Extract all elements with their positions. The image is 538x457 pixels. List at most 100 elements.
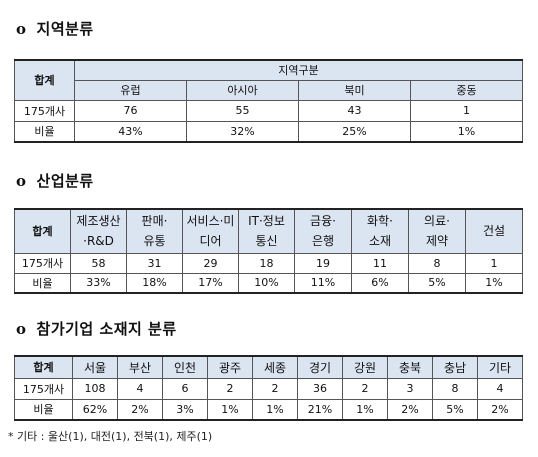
column-header-line: 판매· bbox=[141, 214, 168, 229]
column-header-line: 서비스·미 bbox=[186, 214, 235, 229]
table-cell: 1% bbox=[342, 398, 388, 421]
column-header: 판매· 유통 bbox=[126, 208, 183, 254]
column-header-line: 건설 bbox=[482, 224, 506, 239]
location-table: 합계 서울 부산 인천 광주 세종 경기 강원 충북 충남 기타 175개사 108 4 6 2 2 36 2 3 8… bbox=[14, 355, 523, 421]
column-header: 기타 bbox=[477, 355, 523, 379]
table-cell: 29 bbox=[182, 252, 239, 274]
column-header: 서울 bbox=[72, 355, 118, 379]
total-header: 합계 bbox=[14, 355, 73, 379]
column-header: 중동 bbox=[409, 79, 524, 101]
total-header: 합계 bbox=[14, 208, 71, 254]
table-cell: 32% bbox=[186, 120, 299, 143]
table-cell: 4 bbox=[477, 377, 523, 400]
table-cell: 2% bbox=[477, 398, 523, 421]
column-header: 금융· 은행 bbox=[294, 208, 352, 254]
column-header-line: 소재 bbox=[368, 234, 392, 249]
table-cell: 76 bbox=[74, 99, 187, 122]
bullet-icon: o bbox=[16, 20, 27, 38]
column-header: 부산 bbox=[117, 355, 163, 379]
column-header-line: 디어 bbox=[199, 234, 222, 249]
industry-table: 합계 제조생산 ·R&D 판매· 유통 서비스·미 디어 IT·정보 통신 금융· 은행 화학· 소재 의… bbox=[14, 208, 523, 294]
table-cell: 8 bbox=[408, 252, 466, 274]
table-cell: 31 bbox=[126, 252, 183, 274]
table-cell: 1% bbox=[465, 272, 523, 294]
table-cell: 1% bbox=[409, 120, 524, 143]
table-cell: 62% bbox=[72, 398, 118, 421]
table-cell: 33% bbox=[70, 272, 127, 294]
column-header: 북미 bbox=[298, 79, 411, 101]
column-header-line: 화학· bbox=[367, 214, 393, 229]
column-header-line: ·R&D bbox=[83, 234, 114, 249]
group-header: 지역구분 bbox=[73, 59, 524, 81]
column-header: 충북 bbox=[387, 355, 433, 379]
table-cell: 1% bbox=[252, 398, 298, 421]
table-cell: 8 bbox=[432, 377, 478, 400]
row-label: 175개사 bbox=[14, 252, 71, 274]
column-header-line: 금융· bbox=[310, 214, 336, 229]
column-header: 인천 bbox=[162, 355, 208, 379]
table-cell: 55 bbox=[186, 99, 299, 122]
table-cell: 4 bbox=[117, 377, 163, 400]
table-cell: 6% bbox=[351, 272, 409, 294]
table-cell: 1 bbox=[409, 99, 524, 122]
section-title-industry: o 산업분류 bbox=[16, 172, 94, 190]
column-header: 충남 bbox=[432, 355, 478, 379]
row-label: 비율 bbox=[14, 120, 75, 143]
table-cell: 58 bbox=[70, 252, 127, 274]
table-cell: 2% bbox=[387, 398, 433, 421]
table-cell: 36 bbox=[297, 377, 343, 400]
column-header-line: 통신 bbox=[255, 234, 278, 249]
column-header: 아시아 bbox=[186, 79, 299, 101]
row-label: 비율 bbox=[14, 398, 73, 421]
table-cell: 43 bbox=[298, 99, 411, 122]
table-cell: 2 bbox=[252, 377, 298, 400]
table-cell: 19 bbox=[294, 252, 352, 274]
column-header: 의료· 제약 bbox=[408, 208, 466, 254]
table-cell: 3 bbox=[387, 377, 433, 400]
table-cell: 5% bbox=[408, 272, 466, 294]
table-cell: 18% bbox=[126, 272, 183, 294]
table-cell: 11% bbox=[294, 272, 352, 294]
column-header-line: 제약 bbox=[425, 234, 449, 249]
table-cell: 3% bbox=[162, 398, 208, 421]
section-title-location: o 참가기업 소재지 분류 bbox=[16, 320, 177, 338]
column-header: 세종 bbox=[252, 355, 298, 379]
table-cell: 1 bbox=[465, 252, 523, 274]
table-cell: 108 bbox=[72, 377, 118, 400]
table-cell: 6 bbox=[162, 377, 208, 400]
total-header: 합계 bbox=[14, 59, 75, 101]
column-header: 화학· 소재 bbox=[351, 208, 409, 254]
column-header-line: IT·정보 bbox=[248, 214, 285, 229]
column-header: 광주 bbox=[207, 355, 253, 379]
table-cell: 17% bbox=[182, 272, 239, 294]
column-header: 유럽 bbox=[74, 79, 187, 101]
column-header-line: 제조생산 bbox=[76, 214, 121, 229]
row-label: 175개사 bbox=[14, 377, 73, 400]
column-header: 경기 bbox=[297, 355, 343, 379]
table-cell: 43% bbox=[74, 120, 187, 143]
row-label: 비율 bbox=[14, 272, 71, 294]
column-header: 건설 bbox=[465, 208, 523, 254]
table-cell: 1% bbox=[207, 398, 253, 421]
row-label: 175개사 bbox=[14, 99, 75, 122]
table-cell: 5% bbox=[432, 398, 478, 421]
table-cell: 21% bbox=[297, 398, 343, 421]
column-header: 강원 bbox=[342, 355, 388, 379]
bullet-icon: o bbox=[16, 172, 27, 190]
bullet-icon: o bbox=[16, 320, 27, 338]
region-table: 합계 지역구분 유럽 아시아 북미 중동 175개사 76 55 43 1 비율 43% 32% 2… bbox=[14, 59, 524, 143]
table-cell: 25% bbox=[298, 120, 411, 143]
table-cell: 18 bbox=[238, 252, 295, 274]
table-cell: 2 bbox=[342, 377, 388, 400]
column-header-line: 의료· bbox=[424, 214, 450, 229]
table-cell: 2 bbox=[207, 377, 253, 400]
column-header-line: 은행 bbox=[311, 234, 335, 249]
table-cell: 10% bbox=[238, 272, 295, 294]
table-cell: 2% bbox=[117, 398, 163, 421]
section-title-region: o 지역분류 bbox=[16, 20, 94, 38]
footnote: * 기타 : 울산(1), 대전(1), 전북(1), 제주(1) bbox=[8, 430, 213, 443]
column-header-line: 유통 bbox=[143, 234, 166, 249]
table-cell: 11 bbox=[351, 252, 409, 274]
